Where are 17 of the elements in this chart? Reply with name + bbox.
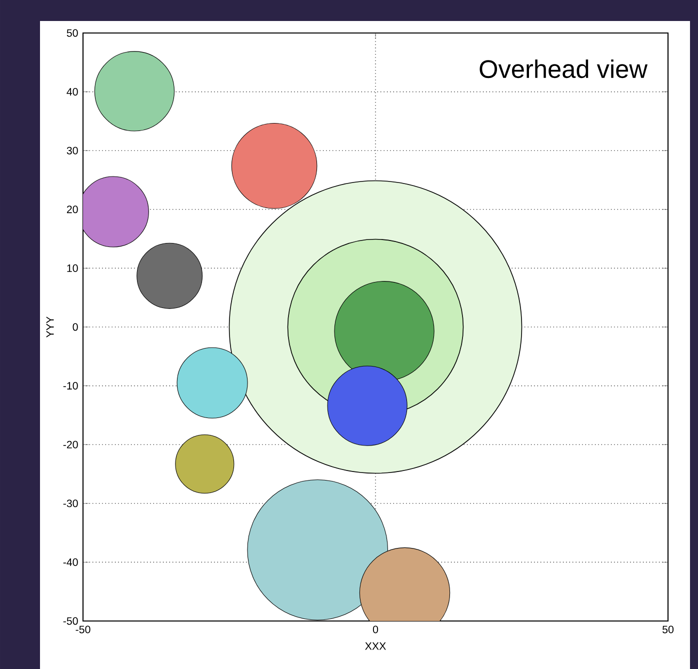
x-tick-label: 50 — [662, 626, 674, 634]
y-tick-label: -30 — [63, 500, 78, 508]
x-tick-label: 0 — [372, 626, 378, 634]
y-tick-label: 20 — [66, 206, 78, 214]
x-tick-label: -50 — [76, 626, 90, 634]
y-tick-label: -10 — [63, 382, 78, 390]
y-tick-label: 30 — [66, 146, 78, 154]
y-tick-label: 40 — [66, 88, 78, 96]
y-tick-label: -50 — [63, 617, 78, 625]
y-tick-label: 0 — [72, 323, 78, 331]
x-axis-title: XXX — [365, 642, 386, 650]
y-axis-title: YYY — [46, 316, 54, 338]
y-tick-label: 10 — [67, 264, 78, 272]
annotation: Overhead view — [480, 59, 648, 78]
y-tick-label: -40 — [63, 558, 78, 566]
y-tick-label: -20 — [63, 440, 78, 448]
y-tick-label: 50 — [66, 29, 78, 37]
